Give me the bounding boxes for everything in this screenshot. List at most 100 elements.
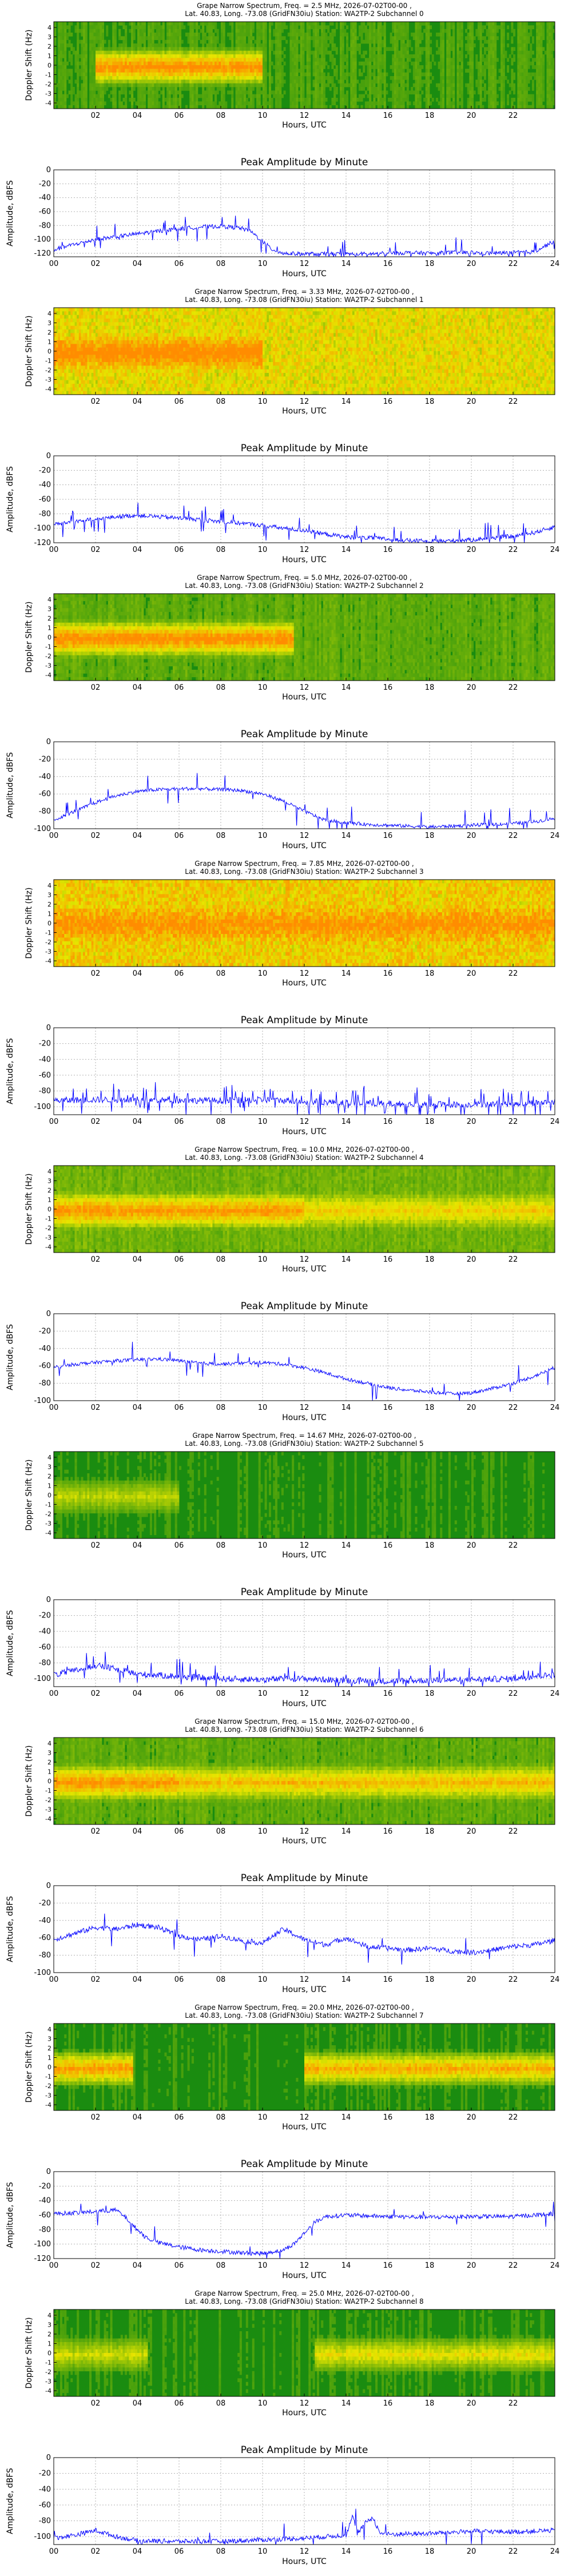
spectrogram-cell [248, 94, 250, 98]
spectrogram-cell [275, 43, 277, 47]
spectrogram-cell [244, 47, 246, 51]
spectrogram-cell [256, 25, 259, 29]
spectrogram-cell [208, 79, 210, 84]
spectrogram-cell [77, 84, 79, 88]
spectrogram-cell [166, 76, 169, 80]
spectrogram-cell [150, 98, 152, 102]
spectrogram-cell [170, 73, 173, 77]
spectrogram-cell [58, 98, 60, 102]
spectrogram-cell [125, 94, 127, 98]
spectrogram-cell [265, 87, 267, 91]
spectrogram-cell [256, 94, 259, 98]
spectrogram-cell [202, 76, 204, 80]
spectrogram-cell [269, 69, 271, 73]
spectrogram-cell [160, 79, 162, 84]
spectrogram-cell [281, 25, 284, 29]
spectrogram-cell [202, 101, 204, 105]
spectrogram-cell [214, 40, 217, 44]
spectrogram-cell [98, 101, 100, 105]
spectrogram-cell [60, 65, 62, 69]
spectrogram-cell [254, 58, 256, 62]
spectrogram-cell [85, 25, 88, 29]
spectrogram-cell [189, 43, 192, 47]
spectrogram-cell [108, 69, 110, 73]
spectrogram-cell [102, 87, 104, 91]
spectrogram-cell [192, 76, 194, 80]
spectrogram-cell [108, 76, 110, 80]
spectrogram-cell [81, 51, 83, 55]
spectrogram-cell [118, 84, 121, 88]
spectrogram-cell [219, 43, 221, 47]
spectrogram-cell [77, 22, 79, 26]
spectrogram-cell [133, 76, 136, 80]
spectrogram-cell [112, 62, 114, 66]
spectrogram-cell [166, 22, 169, 26]
spectrogram-cell [281, 65, 284, 69]
spectrogram-cell [58, 65, 60, 69]
spectrogram-cell [277, 101, 280, 105]
spectrogram-cell [146, 76, 148, 80]
spectrogram-cell [189, 47, 192, 51]
spectrogram-cell [256, 33, 259, 37]
spectrogram-cell [189, 90, 192, 94]
spectrogram-cell [156, 105, 158, 109]
spectrogram-cell [237, 105, 240, 109]
spectrogram-cell [158, 65, 161, 69]
spectrogram-cell [194, 79, 196, 84]
spectrogram-cell [169, 47, 171, 51]
spectrogram-cell [164, 98, 166, 102]
spectrogram-cell [89, 73, 92, 77]
spectrogram-cell [196, 40, 198, 44]
spectrogram-cell [146, 54, 148, 58]
spectrogram-cell [248, 22, 250, 26]
spectrogram-cell [100, 90, 102, 94]
spectrogram-cell [75, 58, 77, 62]
spectrogram-cell [166, 79, 169, 84]
spectrogram-cell [122, 73, 125, 77]
spectrogram-cell [98, 58, 100, 62]
spectrogram-cell [58, 79, 60, 84]
spectrogram-cell [164, 69, 166, 73]
spectrogram-cell [289, 29, 292, 33]
spectrogram-cell [93, 76, 96, 80]
spectrogram-cell [250, 98, 252, 102]
spectrogram-cell [170, 33, 173, 37]
spectrogram-cell [269, 36, 271, 40]
spectrogram-cell [231, 43, 233, 47]
spectrogram-cell [64, 29, 66, 33]
spectrogram-cell [121, 76, 123, 80]
spectrogram-cell [221, 47, 223, 51]
spectrogram-cell [110, 65, 113, 69]
spectrogram-cell [200, 51, 202, 55]
spectrogram-cell [219, 79, 221, 84]
spectrogram-cell [131, 62, 133, 66]
spectrogram-cell [166, 69, 169, 73]
spectrogram-cell [131, 69, 133, 73]
spectrogram-cell [225, 54, 227, 58]
spectrogram-cell [214, 25, 217, 29]
spectrogram-cell [173, 87, 175, 91]
spectrogram-cell [236, 69, 238, 73]
spectrogram-cell [166, 62, 169, 66]
spectrogram-cell [223, 25, 225, 29]
spectrogram-cell [118, 54, 121, 58]
spectrogram-cell [127, 51, 129, 55]
spectrogram-cell [96, 73, 98, 77]
spectrogram-cell [242, 76, 244, 80]
spectrogram-cell [183, 73, 185, 77]
spectrogram-cell [227, 73, 229, 77]
spectrogram-cell [148, 76, 150, 80]
spectrogram-cell [223, 62, 225, 66]
spectrogram-cell [144, 29, 146, 33]
spectrogram-cell [152, 54, 154, 58]
spectrogram-cell [117, 73, 119, 77]
spectrogram-cell [60, 73, 62, 77]
spectrogram-cell [70, 98, 73, 102]
spectrogram-title-line2: Lat. 40.83, Long. -73.08 (GridFN30iu) St… [185, 10, 423, 18]
spectrogram-cell [92, 69, 94, 73]
spectrogram-cell [114, 58, 117, 62]
spectrogram-cell [152, 29, 154, 33]
spectrogram-cell [58, 94, 60, 98]
spectrogram-cell [217, 84, 219, 88]
spectrogram-cell [192, 29, 194, 33]
